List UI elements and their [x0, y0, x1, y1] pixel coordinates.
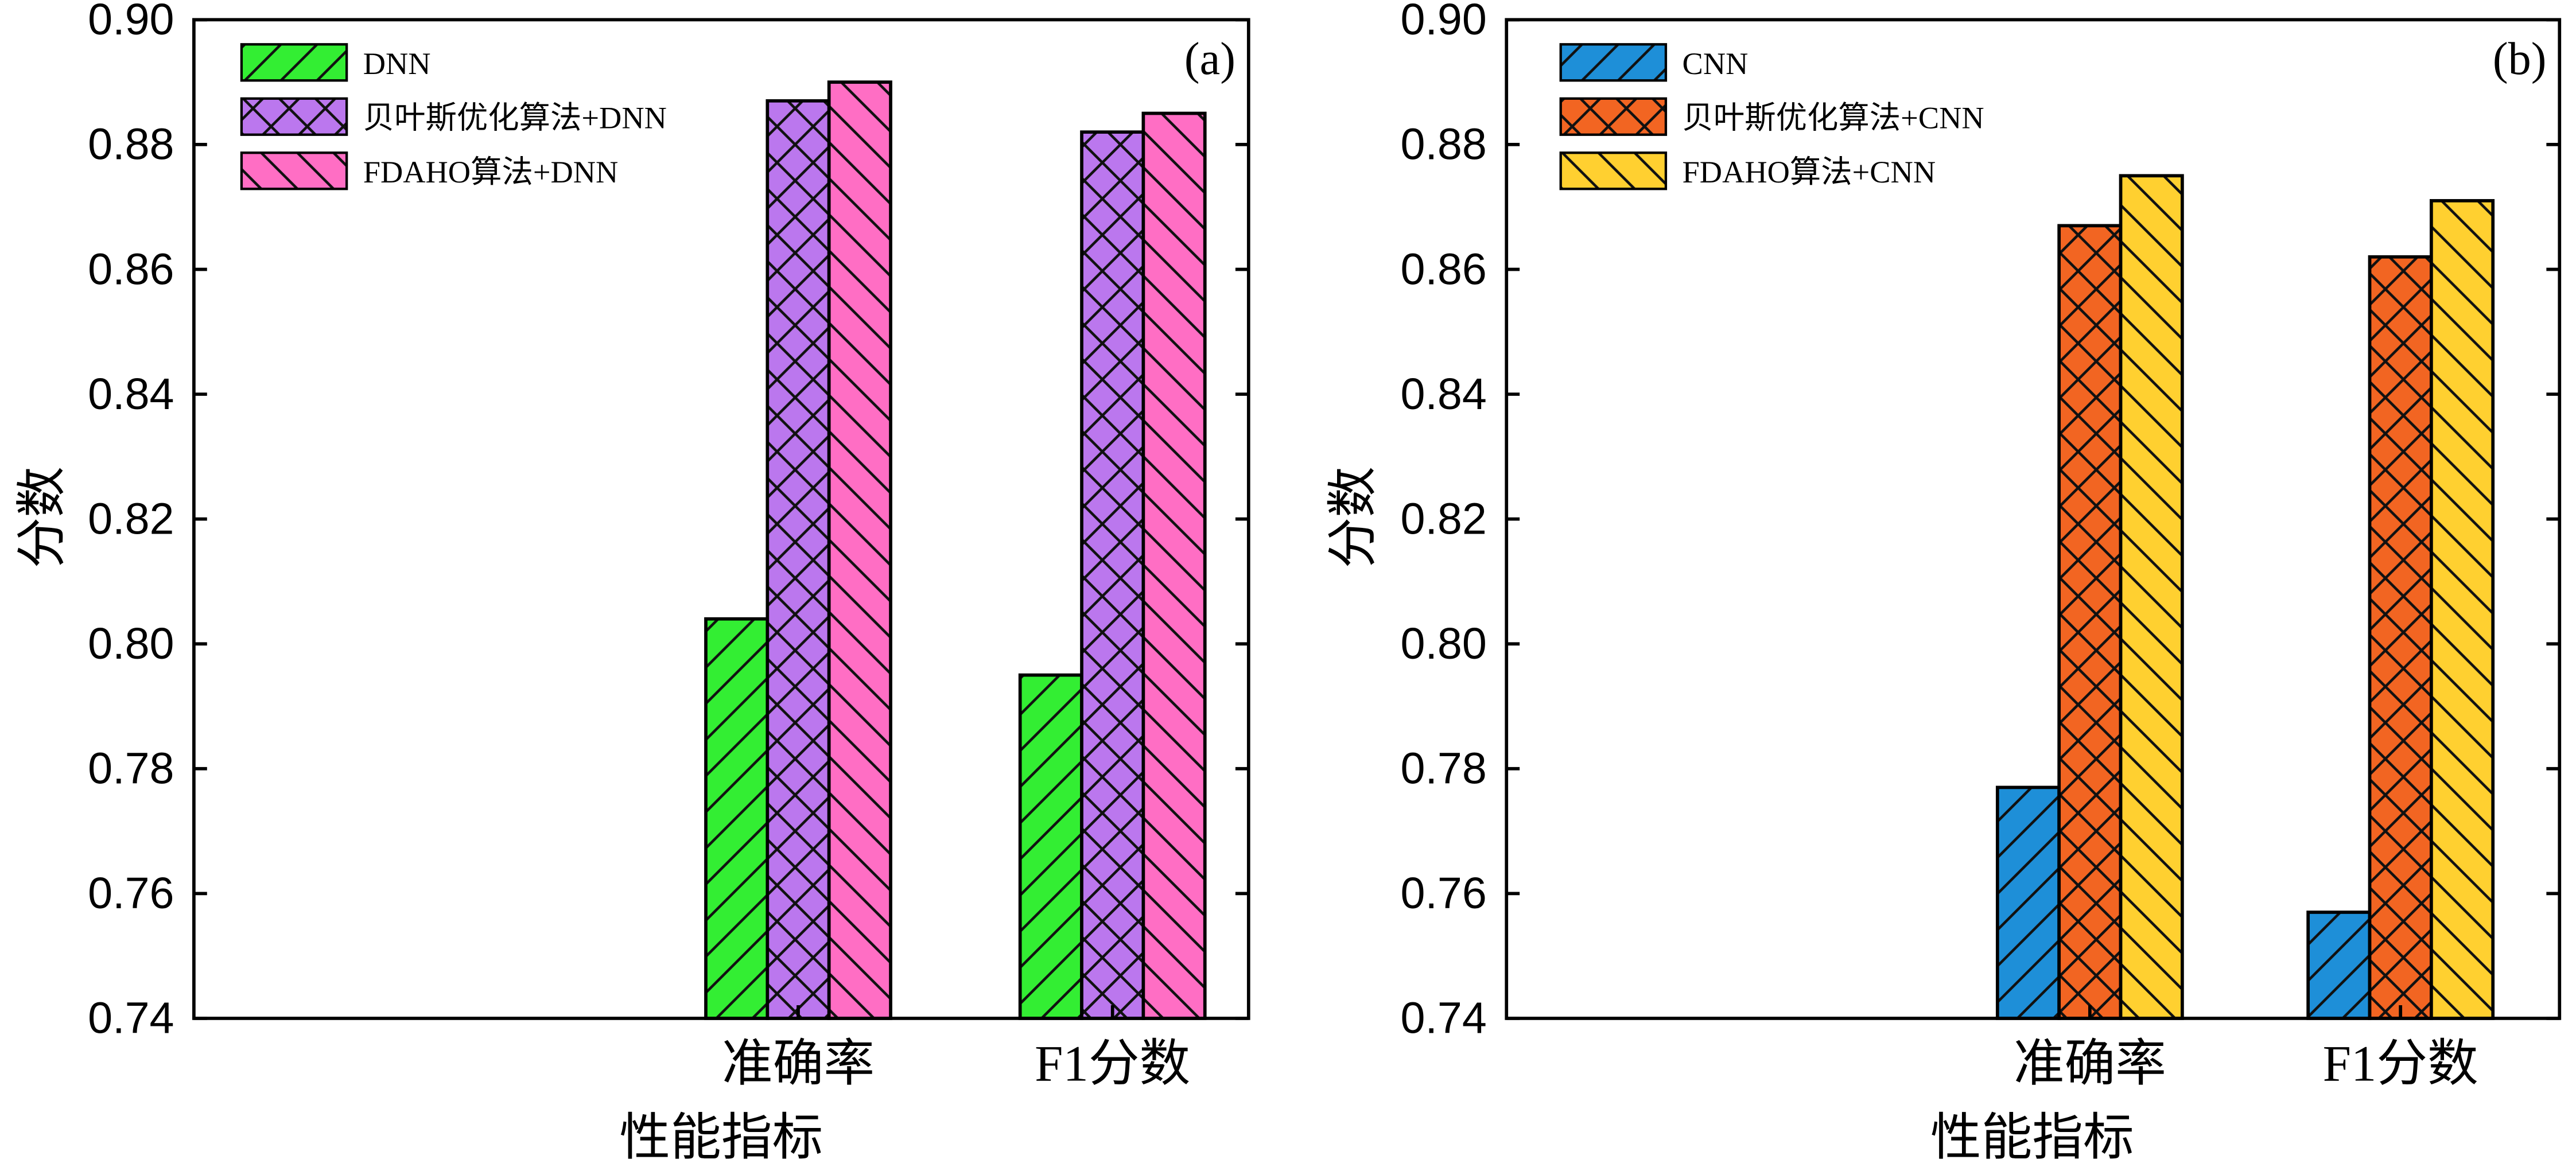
bar-FDAHO算法+DNN-F1分数	[1141, 111, 1207, 1020]
bar-贝叶斯优化算法+DNN-F1分数	[1080, 130, 1145, 1020]
y-tick-label: 0.88	[88, 120, 174, 169]
bar-贝叶斯优化算法+CNN-F1分数	[2368, 255, 2433, 1020]
y-axis-label: 分数	[14, 466, 71, 568]
y-tick-label: 0.80	[88, 619, 174, 668]
legend-swatch	[1559, 97, 1668, 136]
bar-FDAHO算法+DNN-准确率	[827, 80, 892, 1020]
bar-DNN-F1分数	[1018, 673, 1083, 1020]
x-tick-label: F1分数	[2323, 1036, 2478, 1092]
y-tick-label: 0.82	[88, 494, 174, 543]
y-tick-label: 0.86	[88, 244, 174, 294]
bar-贝叶斯优化算法+CNN-准确率	[2057, 224, 2123, 1020]
y-tick-label: 0.74	[88, 994, 174, 1043]
legend-label: 贝叶斯优化算法+DNN	[363, 100, 667, 135]
x-tick-label: 准确率	[722, 1036, 875, 1092]
y-tick-label: 0.78	[88, 744, 174, 793]
panel-label: (a)	[1184, 34, 1235, 84]
bar-DNN-准确率	[704, 617, 770, 1020]
y-tick-label: 0.86	[1400, 244, 1486, 294]
legend-label: FDAHO算法+CNN	[1683, 155, 1936, 189]
legend-swatch	[240, 151, 348, 190]
panel-label: (b)	[2493, 34, 2546, 84]
bar-贝叶斯优化算法+DNN-准确率	[766, 99, 831, 1020]
y-axis-label: 分数	[1326, 466, 1382, 568]
y-tick-label: 0.76	[88, 869, 174, 918]
chart-panel-b: 0.74 0.76 0.78 0.80 0.82 0.84 0.86 0.88 0.90 准确率 F…	[1326, 0, 2562, 1166]
bar-FDAHO算法+CNN-F1分数	[2430, 199, 2495, 1020]
legend-label: FDAHO算法+DNN	[363, 155, 619, 189]
x-axis-label: 性能指标	[1930, 1110, 2134, 1166]
y-tick-label: 0.78	[1400, 744, 1486, 793]
x-tick-label: 准确率	[2014, 1036, 2166, 1092]
y-tick-label: 0.90	[88, 0, 174, 44]
y-tick-label: 0.76	[1400, 869, 1486, 918]
legend-swatch	[1559, 151, 1668, 190]
y-tick-label: 0.80	[1400, 619, 1486, 668]
y-tick-label: 0.74	[1400, 994, 1486, 1043]
chart-panel-a: 0.74 0.76 0.78 0.80 0.82 0.84 0.86 0.88 0.90 准确率 F…	[14, 0, 1250, 1166]
y-tick-label: 0.88	[1400, 120, 1486, 169]
legend-swatch	[240, 43, 348, 82]
legend-swatch	[1559, 43, 1668, 82]
bar-CNN-准确率	[1995, 785, 2061, 1020]
x-axis-label: 性能指标	[619, 1110, 823, 1166]
bar-FDAHO算法+CNN-准确率	[2119, 174, 2184, 1020]
y-tick-label: 0.84	[88, 369, 174, 419]
legend-label: DNN	[363, 46, 431, 81]
legend-swatch	[240, 97, 348, 136]
x-tick-label: F1分数	[1035, 1036, 1190, 1092]
y-tick-label: 0.82	[1400, 494, 1486, 543]
bar-CNN-F1分数	[2306, 911, 2372, 1020]
y-tick-label: 0.84	[1400, 369, 1486, 419]
legend-label: CNN	[1683, 46, 1749, 81]
legend-label: 贝叶斯优化算法+CNN	[1683, 100, 1984, 135]
y-tick-label: 0.90	[1400, 0, 1486, 44]
